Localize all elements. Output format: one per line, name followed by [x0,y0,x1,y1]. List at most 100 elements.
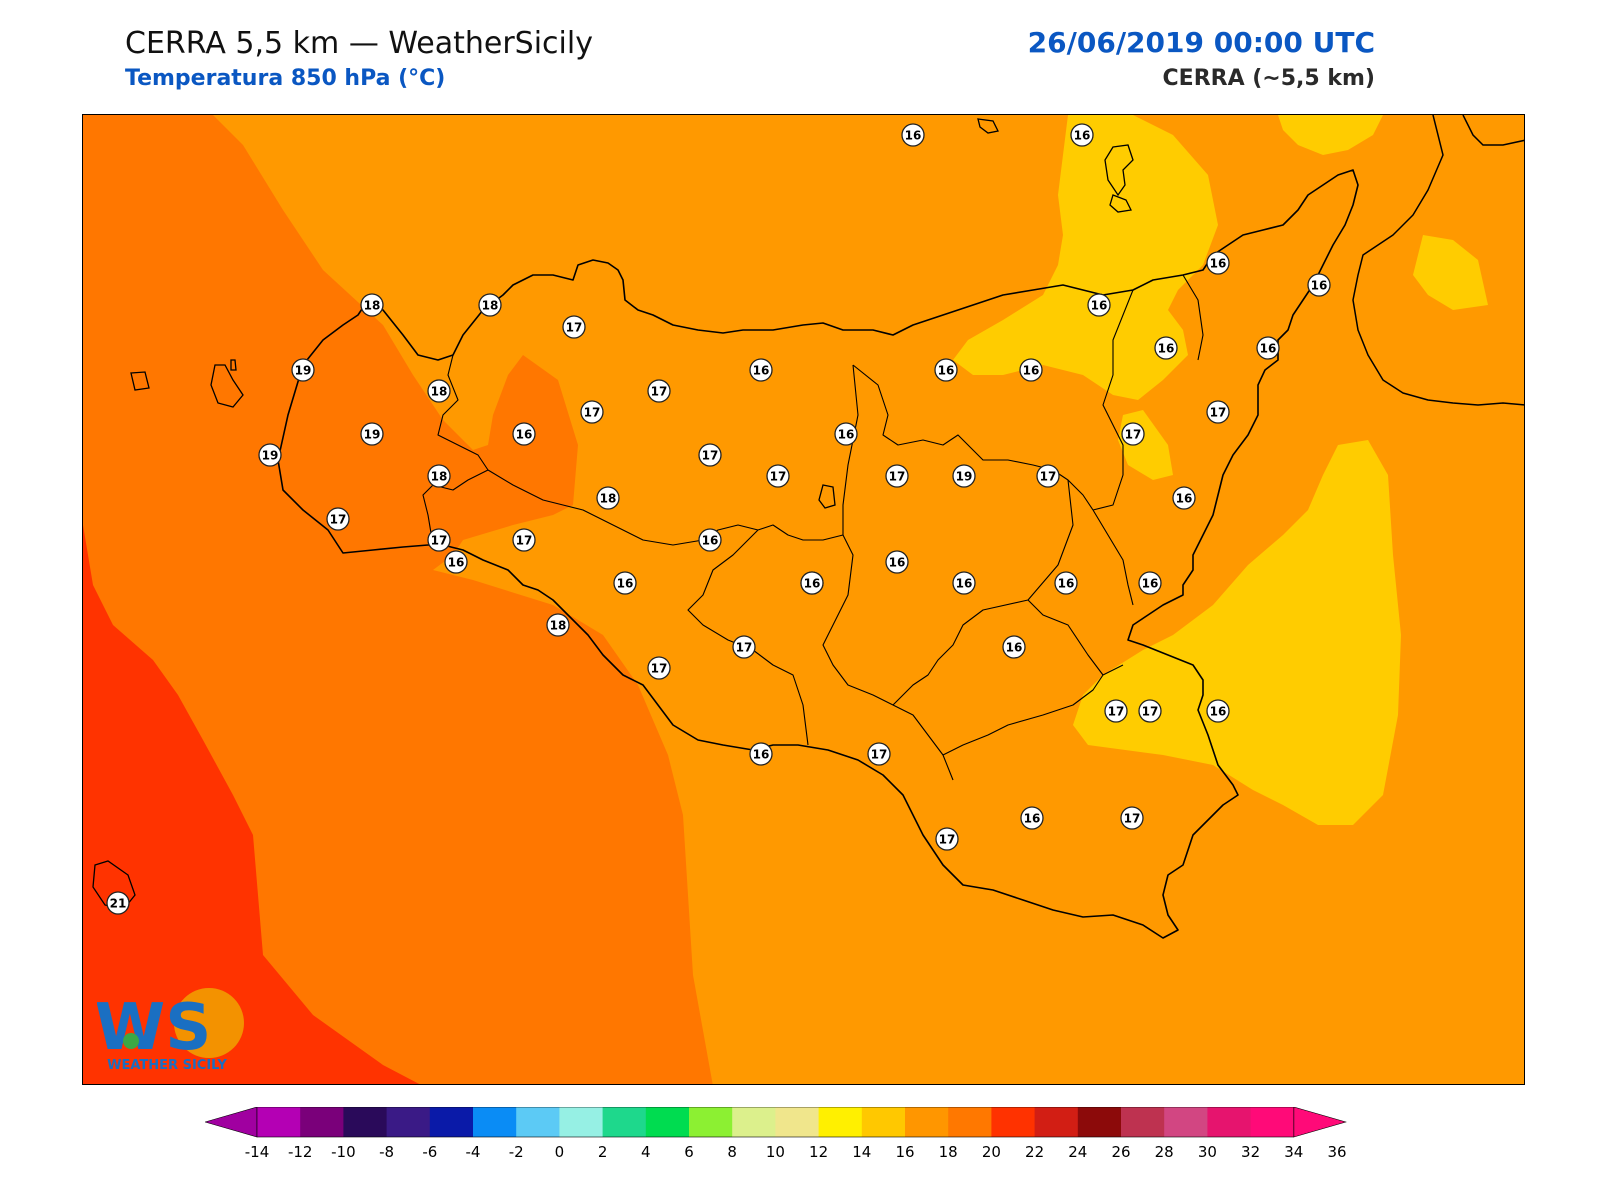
colorbar-swatch [645,1107,690,1137]
station-marker: 17 [1138,699,1162,723]
province-boundaries [422,274,1204,781]
station-marker: 19 [291,358,315,382]
station-marker: 16 [885,550,909,574]
station-marker: 16 [1172,486,1196,510]
map-title: CERRA 5,5 km — WeatherSicily [125,26,593,61]
station-value: 17 [566,321,583,335]
station-marker: 16 [1019,358,1043,382]
station-marker: 17 [1121,422,1145,446]
station-marker: 16 [800,571,824,595]
colorbar-swatch [1207,1107,1252,1137]
weathersicily-logo: WS WEATHER SICILY [97,988,244,1073]
station-value: 17 [1124,812,1141,826]
station-value: 16 [1023,364,1040,378]
colorbar-tick-label: 36 [1327,1143,1346,1161]
colorbar-tick-label: -2 [509,1143,524,1161]
colorbar-tick-label: 12 [809,1143,828,1161]
station-marker: 17 [326,507,350,531]
station-value: 17 [330,513,347,527]
station-value: 16 [838,428,855,442]
station-marker: 16 [1020,806,1044,830]
station-marker: 16 [1256,336,1280,360]
colorbar-min-arrow [205,1107,258,1138]
station-value: 16 [1210,705,1227,719]
station-value: 16 [1091,299,1108,313]
colorbar-swatch [516,1107,560,1137]
field-14-16-north [953,115,1218,400]
colorbar-tick-label: 34 [1284,1143,1303,1161]
station-marker: 16 [749,358,773,382]
station-marker: 17 [732,635,756,659]
logo-text: WEATHER SICILY [107,1058,227,1073]
station-marker: 16 [1054,571,1078,595]
station-value: 16 [1176,492,1193,506]
colorbar-swatch [1077,1107,1122,1137]
station-marker: 17 [1206,400,1230,424]
colorbar-swatch [1034,1107,1079,1137]
station-value: 19 [956,470,973,484]
station-value: 16 [905,129,922,143]
station-value: 17 [651,385,668,399]
temperature-map: 16 16 16 16 18 18 17 19 18 17 17 16 16 16 16 16 16 19 19 18… [82,114,1525,1085]
station-marker: 16 [1206,699,1230,723]
station-value: 17 [431,534,448,548]
station-value: 16 [1311,279,1328,293]
station-marker: 21 [106,891,130,915]
colorbar-tick-label: 28 [1155,1143,1174,1161]
variable-subtitle: Temperatura 850 hPa (°C) [125,66,446,91]
station-value: 16 [889,556,906,570]
station-value: 16 [1210,257,1227,271]
colorbar-swatch [1164,1107,1208,1137]
station-value: 18 [431,385,448,399]
colorbar-frame [256,1107,1295,1138]
colorbar-swatch [1121,1107,1165,1137]
colorbar-tick-label: -12 [288,1143,313,1161]
station-marker: 16 [444,550,468,574]
station-marker: 16 [1154,336,1178,360]
station-marker: 17 [1120,806,1144,830]
station-value: 17 [939,833,956,847]
station-value: 21 [110,897,127,911]
station-marker: 18 [427,379,451,403]
station-value: 17 [516,534,533,548]
station-value: 16 [1006,641,1023,655]
station-marker: 17 [1036,464,1060,488]
colorbar-tick-label: 32 [1241,1143,1260,1161]
colorbar-tick-label: -4 [466,1143,481,1161]
station-marker: 17 [647,379,671,403]
station-value: 17 [1125,428,1142,442]
station-value: 17 [1210,406,1227,420]
station-marker: 19 [258,443,282,467]
station-marker: 17 [935,827,959,851]
colorbar-swatch [818,1107,863,1137]
station-value: 17 [1040,470,1057,484]
colorbar-swatch [905,1107,949,1137]
field-20-22 [83,525,420,1084]
colorbar-tick-label: -14 [245,1143,270,1161]
colorbar-swatch [775,1107,820,1137]
colorbar-tick-label: -8 [379,1143,394,1161]
station-value: 16 [448,556,465,570]
station-value: 17 [736,641,753,655]
colorbar-max-arrow [1293,1107,1347,1138]
station-value: 19 [262,449,279,463]
colorbar-tick-label: 18 [939,1143,958,1161]
colorbar-tick-label: 4 [641,1143,651,1161]
colorbar-swatch [429,1107,474,1137]
station-marker: 16 [901,123,925,147]
colorbar-tick-label: 20 [982,1143,1001,1161]
sicily-coastline [277,169,1359,939]
station-value: 16 [1024,812,1041,826]
station-marker: 16 [1138,571,1162,595]
station-value: 16 [1058,577,1075,591]
station-marker: 19 [360,422,384,446]
colorbar-tick-label: 8 [727,1143,737,1161]
station-marker: 16 [1206,251,1230,275]
field-14-16-ne [1278,115,1383,155]
station-value: 17 [1108,705,1125,719]
colorbar-tick-label: 6 [684,1143,694,1161]
colorbar-swatch [732,1107,776,1137]
colorbar-swatch [948,1107,992,1137]
colorbar-tick-label: 0 [555,1143,565,1161]
station-value: 16 [753,364,770,378]
